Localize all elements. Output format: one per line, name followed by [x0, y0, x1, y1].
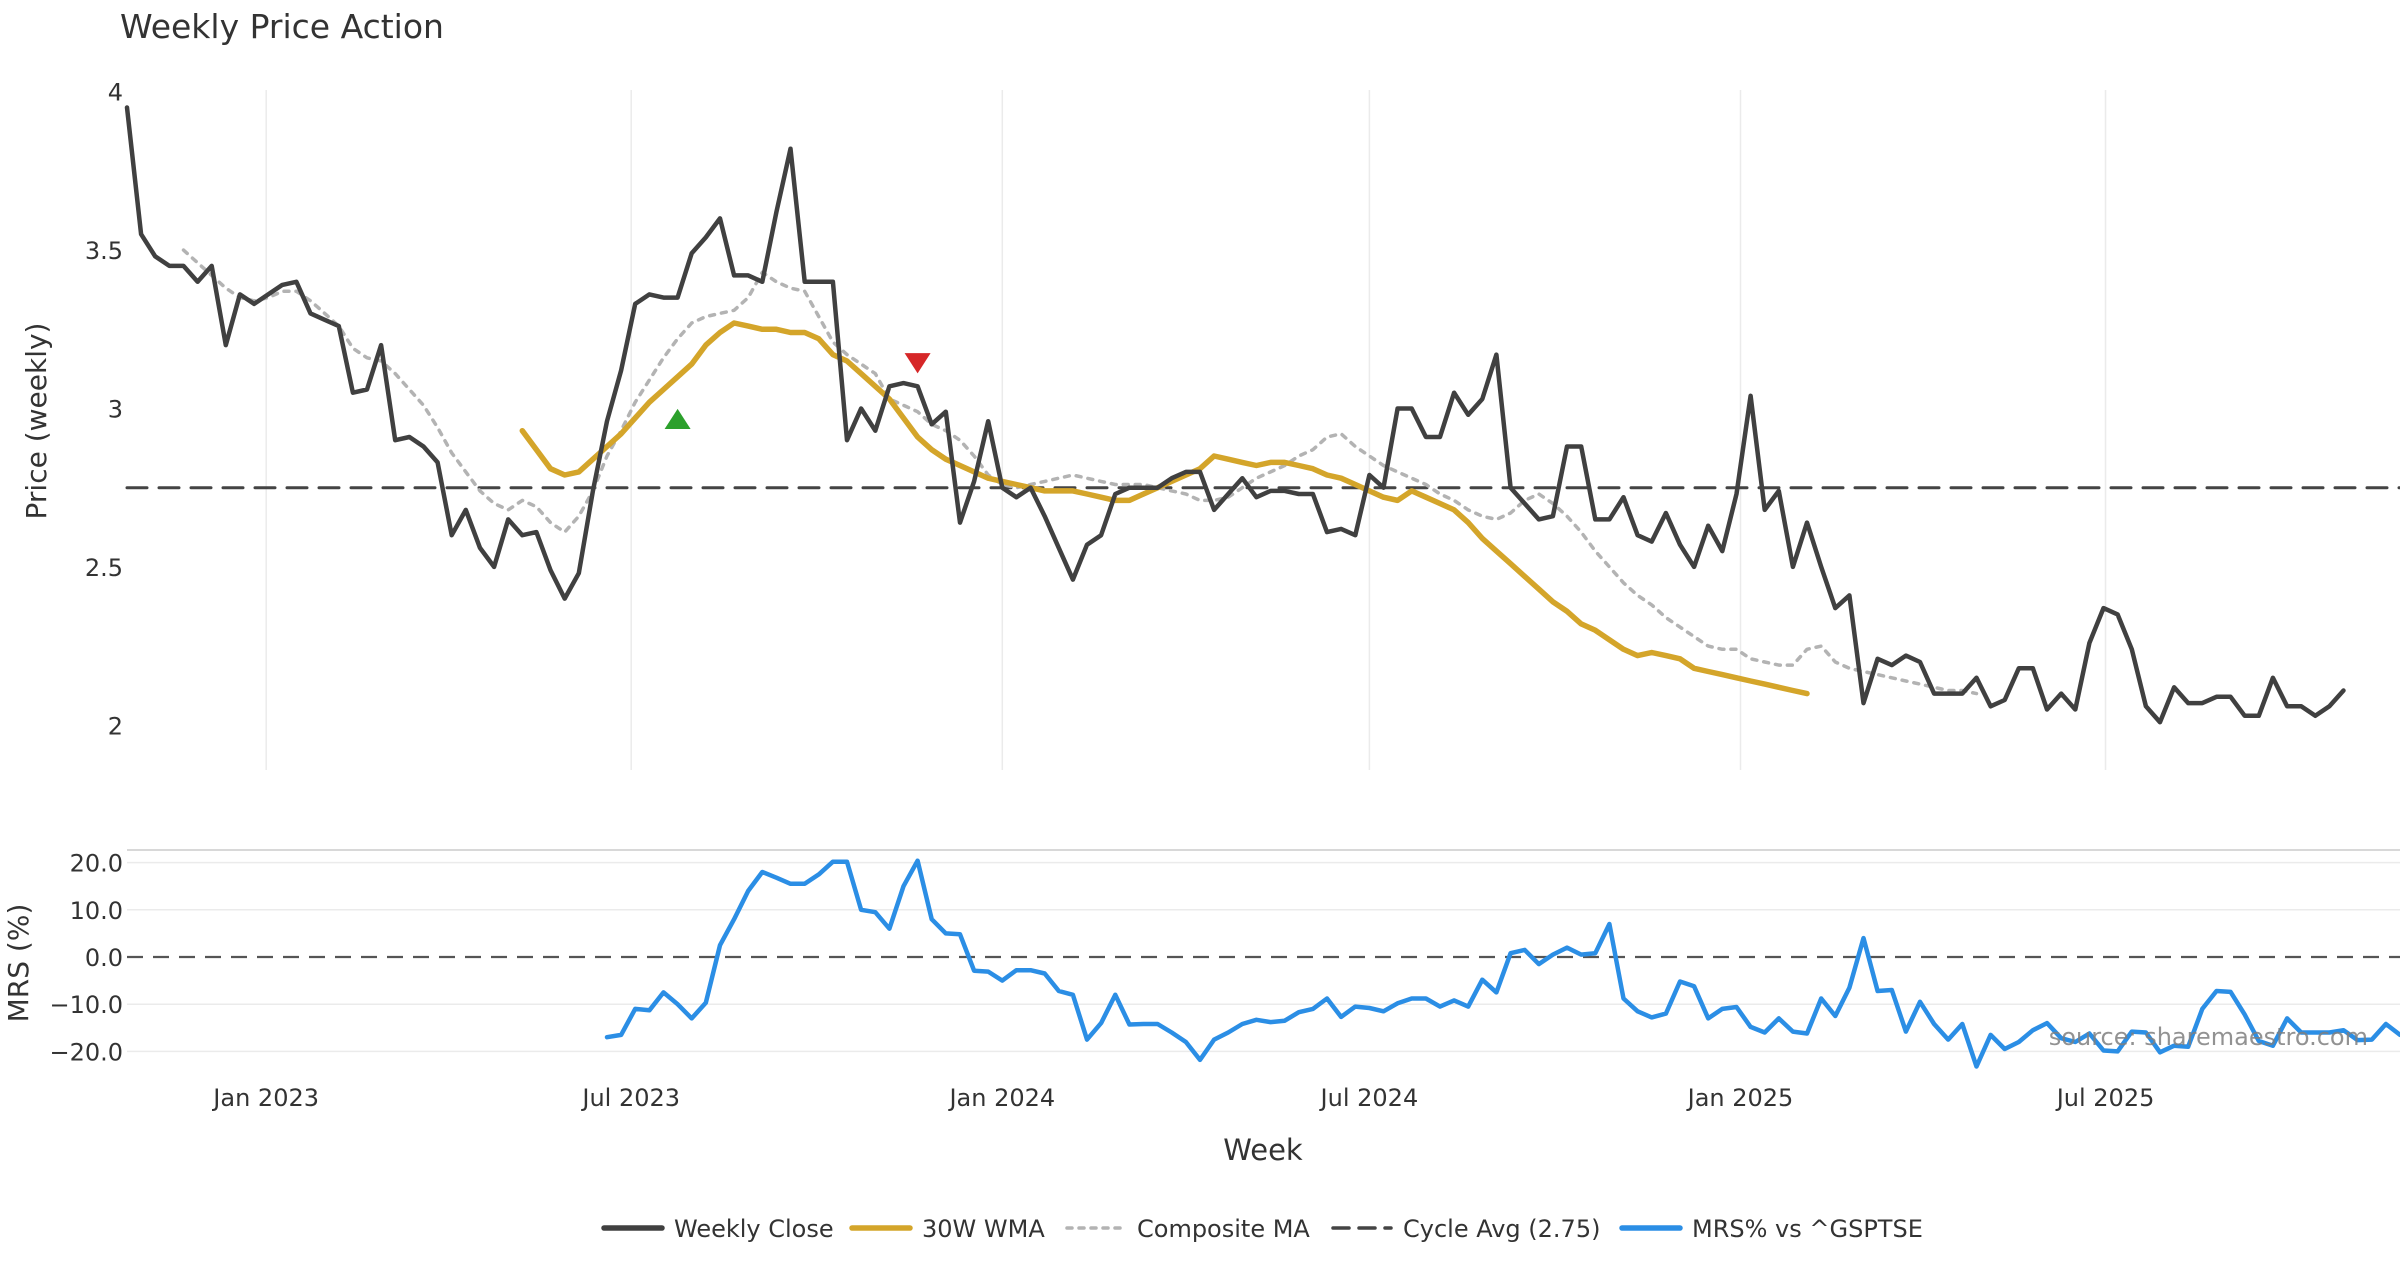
chart-legend: Weekly Close 30W WMA Composite MA Cycle Avg…	[601, 1215, 1923, 1243]
series-weekly-close-line	[124, 105, 2346, 725]
legend-label: Composite MA	[1137, 1215, 1310, 1243]
main-panel-grid	[265, 90, 2107, 770]
x-tick-label: Jan 2023	[211, 1084, 319, 1112]
series-mrs-line	[604, 858, 2400, 1069]
legend-label: 30W WMA	[922, 1215, 1045, 1243]
x-tick-label: Jan 2024	[947, 1084, 1055, 1112]
mrs-y-tick-label: 10.0	[70, 897, 123, 925]
sell-signal-marker	[904, 353, 931, 374]
mrs-panel-plot	[604, 858, 2400, 1069]
x-tick-label: Jul 2024	[1319, 1084, 1419, 1112]
buy-signal-marker	[664, 408, 691, 429]
main-y-tick-label: 3.5	[85, 237, 123, 265]
main-y-axis-label: Price (weekly)	[20, 323, 53, 520]
legend-label: MRS% vs ^GSPTSE	[1692, 1215, 1923, 1243]
mrs-y-tick-label: −20.0	[49, 1038, 123, 1066]
x-tick-label: Jul 2025	[2055, 1084, 2155, 1112]
x-axis-label: Week	[1223, 1133, 1303, 1167]
source-annotation: source: sharemaestro.com	[2049, 1023, 2368, 1051]
main-panel-plot	[124, 105, 2400, 725]
main-y-tick-label: 2	[108, 712, 123, 740]
mrs-y-axis-label: MRS (%)	[2, 904, 35, 1023]
x-tick-labels: Jan 2023 Jul 2023 Jan 2024 Jul 2024 Jan 2025…	[211, 1084, 2154, 1112]
chart-title: Weekly Price Action	[120, 7, 444, 46]
x-tick-label: Jan 2025	[1686, 1084, 1794, 1112]
mrs-y-tick-label: 20.0	[70, 850, 123, 878]
mrs-y-tick-label: 0.0	[85, 944, 123, 972]
series-composite-ma-line	[181, 248, 1979, 696]
legend-label: Cycle Avg (2.75)	[1403, 1215, 1600, 1243]
mrs-y-tick-label: −10.0	[49, 991, 123, 1019]
mrs-panel-grid	[127, 861, 2400, 1053]
main-y-tick-label: 4	[108, 79, 123, 107]
main-y-tick-label: 2.5	[85, 554, 123, 582]
main-y-tick-labels: 2 2.5 3 3.5 4	[85, 79, 123, 741]
x-tick-label: Jul 2023	[580, 1084, 680, 1112]
main-y-tick-label: 3	[108, 395, 123, 423]
mrs-y-tick-labels: −20.0 −10.0 0.0 10.0 20.0	[49, 850, 123, 1067]
legend-label: Weekly Close	[674, 1215, 834, 1243]
